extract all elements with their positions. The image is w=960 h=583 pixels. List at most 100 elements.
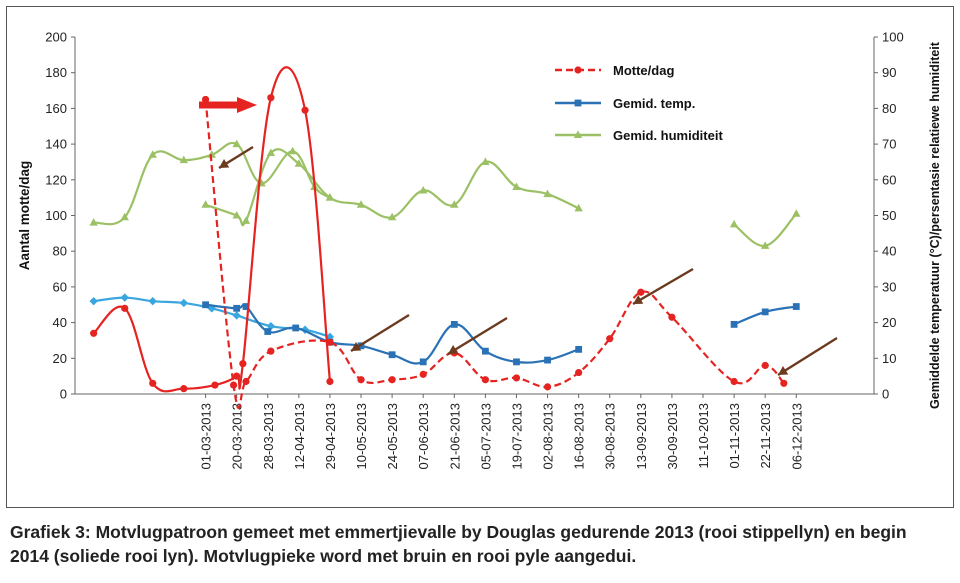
x-tick-label: 06-12-2013 [789,403,804,470]
data-point [120,293,129,302]
x-tick-label: 20-03-2013 [230,403,245,470]
data-point [481,157,490,165]
data-point [233,304,241,312]
data-point [232,139,241,148]
x-tick-label: 07-06-2013 [416,403,431,470]
x-tick-label: 13-09-2013 [634,403,649,470]
data-point [180,385,188,393]
data-point [267,94,275,102]
y2-tick-label: 50 [882,208,896,223]
legend-marker [574,99,582,107]
data-point [202,301,209,309]
x-tick-label: 12-04-2013 [292,403,307,470]
x-tick-label: 02-08-2013 [541,403,556,470]
data-point [419,358,427,366]
y2-tick-label: 60 [882,172,896,187]
y2-tick-label: 100 [882,30,904,45]
y2-tick-label: 70 [882,137,896,152]
data-point [761,361,769,370]
brown-arrow-head [351,342,362,351]
legend-label: Motte/dag [613,63,674,78]
data-point [481,347,489,355]
data-point [207,150,216,158]
y-tick-label: 20 [53,351,67,366]
data-point [232,311,241,320]
data-point [294,159,304,167]
data-point [267,347,275,355]
data-point [543,189,552,198]
data-point [149,379,157,387]
y-tick-label: 60 [53,279,67,294]
x-tick-label: 01-11-2013 [727,403,742,469]
data-point [266,148,276,157]
x-tick-label: 24-05-2013 [385,403,400,470]
data-point [419,370,427,378]
y2-axis-title: Gemiddelde temperatuur (°C)/persentasie … [928,41,942,409]
x-tick-label: 30-09-2013 [665,403,680,470]
legend-label: Gemid. temp. [613,96,695,111]
data-point [574,203,583,212]
data-point [179,298,189,308]
data-point [121,304,129,312]
data-point [761,308,769,316]
data-point [419,186,428,194]
y2-tick-label: 0 [882,387,889,402]
data-point [292,324,300,332]
legend-marker [574,66,582,74]
data-point [450,200,459,208]
data-point [668,313,676,321]
data-point [148,296,157,306]
y-tick-label: 180 [45,65,67,80]
series-line-6 [93,141,331,226]
x-tick-label: 10-05-2013 [354,403,369,470]
data-point [512,374,521,382]
series-line-7 [733,212,798,247]
red-arrow-head [237,97,257,113]
data-point [232,211,241,219]
data-point [239,360,247,368]
data-point [357,376,365,384]
data-point [730,320,738,328]
data-point [450,320,458,328]
brown-arrow-head [448,345,459,354]
brown-arrow-head [633,295,644,304]
y-tick-label: 120 [45,172,67,187]
legend-label: Gemid. humiditeit [613,128,723,143]
data-point [326,377,334,386]
data-point [388,351,396,359]
data-point [241,216,251,224]
figure-caption: Grafiek 3: Motvlugpatroon gemeet met emm… [10,522,907,566]
data-point [201,95,210,104]
brown-arrow [632,267,694,306]
y2-tick-label: 20 [882,315,896,330]
y-axis-title: Aantal motte/dag [17,161,32,271]
brown-arrow-head [778,365,789,375]
x-tick-label: 16-08-2013 [572,403,587,470]
y2-tick-label: 10 [882,351,896,366]
x-tick-label: 21-06-2013 [447,403,462,470]
y2-tick-label: 80 [882,101,896,116]
data-point [729,219,739,228]
data-point [481,376,489,384]
data-point [242,303,250,310]
data-point [90,329,98,337]
data-point [513,358,520,366]
brown-arrow-head [219,159,230,168]
data-point [543,383,552,391]
chart-svg: 0 20 40 60 80 100 120 140 160 180 200 0 10 20 30 40 50 60… [17,30,942,470]
y2-tick-label: 30 [882,279,896,294]
series-line-1 [92,66,332,393]
data-point [606,335,614,343]
data-point [264,328,272,335]
data-point [544,356,551,364]
brown-arrow [447,316,508,356]
y-tick-label: 200 [45,30,67,45]
data-point [575,345,583,353]
data-point [301,106,309,114]
data-point [242,377,250,386]
data-point [730,377,738,386]
data-point [325,193,335,201]
data-point [512,182,521,190]
data-point [792,303,800,310]
y-tick-label: 80 [53,244,67,259]
